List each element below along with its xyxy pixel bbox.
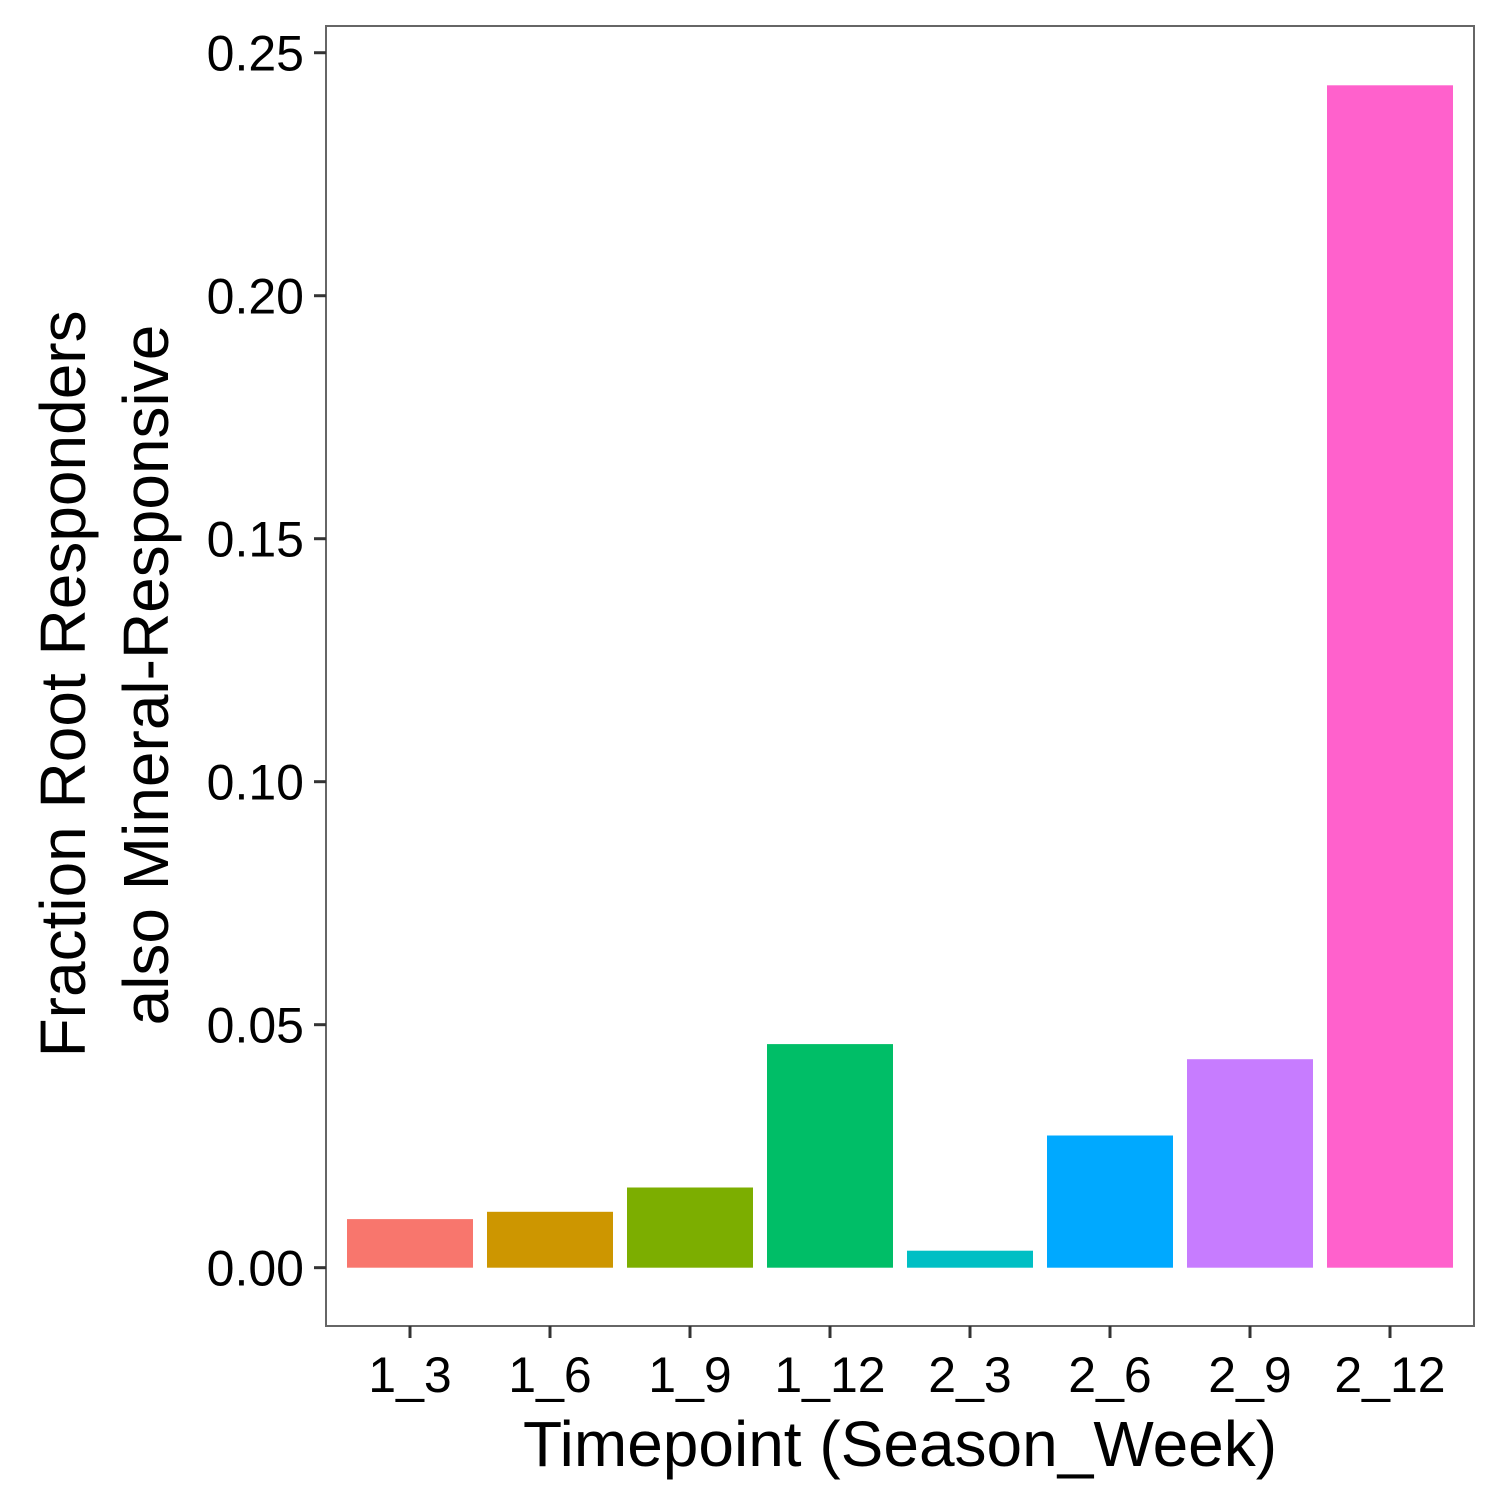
y-tick-label: 0.10 (207, 755, 304, 811)
x-tick-label-1_6: 1_6 (508, 1347, 591, 1403)
y-tick-label: 0.00 (207, 1241, 304, 1297)
bar-1_12 (767, 1044, 893, 1268)
x-tick-label-2_12: 2_12 (1334, 1347, 1445, 1403)
y-tick-label: 0.15 (207, 512, 304, 568)
x-tick-label-2_3: 2_3 (928, 1347, 1011, 1403)
y-tick-label: 0.20 (207, 269, 304, 325)
bar-1_6 (487, 1211, 613, 1268)
y-axis-title-line-2: also Mineral-Responsive (110, 325, 182, 1026)
x-axis-title: Timepoint (Season_Week) (523, 1408, 1277, 1480)
bar-2_3 (907, 1250, 1033, 1268)
bar-1_3 (347, 1219, 473, 1268)
bar-2_12 (1327, 85, 1453, 1268)
bar-2_9 (1187, 1059, 1313, 1268)
x-tick-label-1_9: 1_9 (648, 1347, 731, 1403)
bar-2_6 (1047, 1135, 1173, 1268)
x-tick-label-1_3: 1_3 (368, 1347, 451, 1403)
x-tick-label-2_6: 2_6 (1068, 1347, 1151, 1403)
x-tick-label-2_9: 2_9 (1208, 1347, 1291, 1403)
y-axis-title: Fraction Root Responders also Mineral-Re… (27, 293, 182, 1058)
y-axis-title-line-1: Fraction Root Responders (27, 310, 99, 1057)
y-axis: 0.00 0.05 0.10 0.15 0.20 0.25 (207, 26, 326, 1297)
x-tick-label-1_12: 1_12 (774, 1347, 885, 1403)
bar-1_9 (627, 1187, 753, 1268)
y-tick-label: 0.25 (207, 26, 304, 82)
plot-panel-border (325, 25, 1475, 1327)
y-tick-label: 0.05 (207, 998, 304, 1054)
bars-group (347, 85, 1453, 1268)
x-axis: 1_3 1_6 1_9 1_12 2_3 2_6 2_9 2_12 (368, 1326, 1446, 1403)
